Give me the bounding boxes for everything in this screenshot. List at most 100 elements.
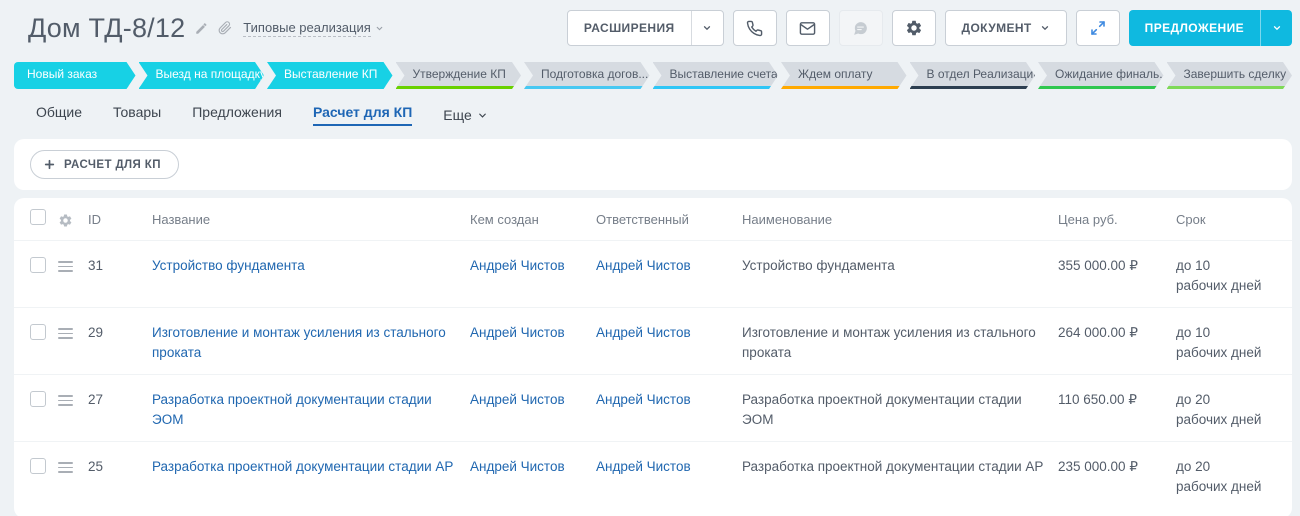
row-term: до 10 рабочих дней [1176, 258, 1262, 293]
row-menu-icon[interactable] [58, 395, 73, 406]
row-checkbox[interactable] [30, 324, 46, 340]
add-kp-calc-label: РАСЧЕТ ДЛЯ КП [64, 158, 161, 171]
column-header-price[interactable]: Цена руб. [1058, 211, 1118, 227]
row-menu-icon[interactable] [58, 261, 73, 272]
chat-bubble-icon [852, 20, 869, 37]
row-created-by-link[interactable]: Андрей Чистов [470, 325, 565, 340]
stage-awaiting-final[interactable]: Ожидание финаль... [1038, 62, 1164, 89]
table-row: 29 Изготовление и монтаж усиления из ста… [14, 308, 1292, 375]
stage-kp-issue[interactable]: Выставление КП [267, 62, 393, 89]
detail-tabs: Общие Товары Предложения Расчет для КП Е… [0, 89, 1300, 139]
stage-kp-approval[interactable]: Утверждение КП [396, 62, 522, 89]
row-responsible-link[interactable]: Андрей Чистов [596, 325, 691, 340]
proposal-dropdown-arrow[interactable] [1260, 10, 1292, 46]
paperclip-icon[interactable] [218, 21, 232, 35]
row-id: 25 [88, 459, 104, 474]
row-created-by-link[interactable]: Андрей Чистов [470, 459, 565, 474]
row-price: 110 650.00 ₽ [1058, 392, 1137, 407]
grid-action-panel: РАСЧЕТ ДЛЯ КП [14, 139, 1292, 190]
column-header-id[interactable]: ID [88, 211, 101, 227]
page-title: Дом ТД-8/12 [28, 12, 186, 43]
document-button-label[interactable]: ДОКУМЕНТ [961, 21, 1032, 35]
extensions-button-label[interactable]: РАСШИРЕНИЯ [583, 21, 675, 35]
expand-view-button[interactable] [1075, 10, 1120, 46]
row-price: 264 000.00 ₽ [1058, 325, 1138, 340]
chevron-down-icon [478, 113, 486, 118]
expand-icon [1090, 20, 1106, 36]
row-checkbox[interactable] [30, 257, 46, 273]
table-settings-gear-icon[interactable] [58, 213, 88, 228]
row-item: Разработка проектной документации стадии… [742, 459, 1044, 474]
email-button[interactable] [785, 10, 830, 46]
table-header-row: ID Название Кем создан Ответственный Наи… [14, 198, 1292, 241]
row-name-link[interactable]: Разработка проектной документации стадии… [152, 459, 454, 474]
row-id: 29 [88, 325, 104, 340]
row-name-link[interactable]: Изготовление и монтаж усиления из стальн… [152, 325, 446, 360]
row-responsible-link[interactable]: Андрей Чистов [596, 459, 691, 474]
column-header-term[interactable]: Срок [1176, 211, 1206, 227]
header-toolbar: РАСШИРЕНИЯ ДОКУМЕНТ [566, 10, 1292, 46]
add-kp-calc-button[interactable]: РАСЧЕТ ДЛЯ КП [30, 150, 179, 179]
row-menu-icon[interactable] [58, 328, 73, 339]
row-name-link[interactable]: Устройство фундамента [152, 258, 305, 273]
row-price: 355 000.00 ₽ [1058, 258, 1138, 273]
row-created-by-link[interactable]: Андрей Чистов [470, 392, 565, 407]
table-row: 27 Разработка проектной документации ста… [14, 375, 1292, 442]
proposal-button-label[interactable]: ПРЕДЛОЖЕНИЕ [1144, 21, 1244, 35]
row-item: Разработка проектной документации стадии… [742, 392, 1022, 427]
chevron-down-icon [1041, 26, 1048, 31]
deal-title-block: Дом ТД-8/12 Типовые реализация [28, 13, 384, 44]
stage-to-realization[interactable]: В отдел Реализации [910, 62, 1036, 89]
row-item: Изготовление и монтаж усиления из стальн… [742, 325, 1036, 360]
extensions-button[interactable]: РАСШИРЕНИЯ [566, 10, 724, 46]
deal-stage-pipeline: Новый заказ Выезд на площадку Выставлени… [14, 62, 1292, 89]
column-header-responsible[interactable]: Ответственный [596, 211, 689, 227]
extensions-dropdown-arrow[interactable] [690, 11, 723, 45]
stage-new-order[interactable]: Новый заказ [14, 62, 136, 89]
proposal-button[interactable]: ПРЕДЛОЖЕНИЕ [1128, 10, 1292, 46]
tab-kp-calc[interactable]: Расчет для КП [312, 104, 413, 126]
row-term: до 10 рабочих дней [1176, 325, 1262, 360]
stage-close-deal[interactable]: Завершить сделку [1167, 62, 1293, 89]
row-id: 27 [88, 392, 104, 407]
document-button[interactable]: ДОКУМЕНТ [944, 10, 1067, 46]
stage-invoice[interactable]: Выставление счета [653, 62, 779, 89]
plus-icon [44, 159, 55, 170]
row-price: 235 000.00 ₽ [1058, 459, 1138, 474]
tab-more-label: Еще [443, 107, 472, 123]
phone-icon [746, 20, 763, 37]
deal-category-label: Типовые реализация [243, 19, 371, 37]
row-id: 31 [88, 258, 104, 273]
gear-icon [905, 19, 923, 37]
row-checkbox[interactable] [30, 458, 46, 474]
tab-general[interactable]: Общие [36, 104, 83, 120]
column-header-created-by[interactable]: Кем создан [470, 211, 539, 227]
envelope-icon [799, 20, 816, 37]
row-name-link[interactable]: Разработка проектной документации стадии… [152, 392, 432, 427]
tab-more[interactable]: Еще [443, 107, 488, 123]
table-row: 25 Разработка проектной документации ста… [14, 442, 1292, 509]
settings-button[interactable] [891, 10, 936, 46]
column-header-item[interactable]: Наименование [742, 211, 833, 227]
row-menu-icon[interactable] [58, 462, 73, 473]
select-all-checkbox[interactable] [30, 209, 46, 225]
column-header-name[interactable]: Название [152, 211, 211, 227]
row-responsible-link[interactable]: Андрей Чистов [596, 392, 691, 407]
tab-products[interactable]: Товары [113, 104, 162, 120]
table-row: 31 Устройство фундамента Андрей Чистов А… [14, 241, 1292, 308]
deal-category-selector[interactable]: Типовые реализация [243, 20, 383, 37]
page-header: Дом ТД-8/12 Типовые реализация РАСШИРЕНИ… [0, 0, 1300, 50]
row-created-by-link[interactable]: Андрей Чистов [470, 258, 565, 273]
row-checkbox[interactable] [30, 391, 46, 407]
stage-awaiting-payment[interactable]: Ждем оплату [781, 62, 907, 89]
stage-site-visit[interactable]: Выезд на площадку [139, 62, 265, 89]
edit-title-icon[interactable] [194, 21, 209, 36]
kp-calc-table: ID Название Кем создан Ответственный Наи… [14, 198, 1292, 516]
row-responsible-link[interactable]: Андрей Чистов [596, 258, 691, 273]
row-term: до 20 рабочих дней [1176, 392, 1262, 427]
chat-button [838, 10, 883, 46]
stage-contract-prep[interactable]: Подготовка догов... [524, 62, 650, 89]
chevron-down-icon [375, 24, 384, 33]
call-button[interactable] [732, 10, 777, 46]
tab-proposals[interactable]: Предложения [192, 104, 282, 120]
